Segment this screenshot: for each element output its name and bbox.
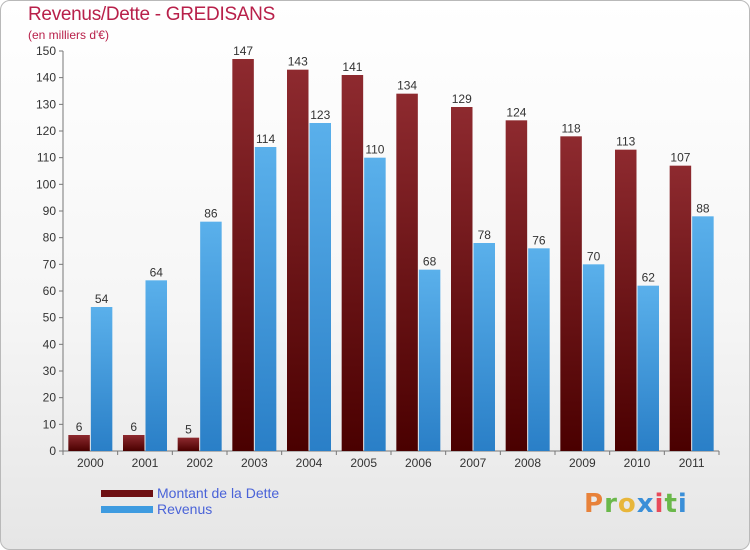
chart-title: Revenus/Dette - GREDISANS xyxy=(28,4,275,25)
y-tick-label: 140 xyxy=(36,71,56,85)
logo-letter: i xyxy=(654,489,665,519)
x-tick-label: 2000 xyxy=(77,456,104,470)
data-label-revenus: 88 xyxy=(696,201,710,215)
chart-subtitle: (en milliers d'€) xyxy=(28,28,109,42)
bar-revenus xyxy=(582,264,605,451)
logo-letter: o xyxy=(617,489,637,519)
data-label-revenus: 110 xyxy=(365,143,384,157)
legend-swatch-revenus xyxy=(101,506,153,513)
bar-revenus xyxy=(254,147,277,451)
y-tick-label: 40 xyxy=(43,337,57,351)
bar-dette xyxy=(232,59,254,451)
y-tick-label: 50 xyxy=(43,311,57,325)
data-label-dette: 134 xyxy=(397,79,417,93)
legend-label-revenus: Revenus xyxy=(157,501,213,517)
data-label-dette: 113 xyxy=(616,135,635,149)
data-label-revenus: 70 xyxy=(587,249,601,263)
data-label-revenus: 76 xyxy=(532,233,546,247)
bar-revenus xyxy=(364,157,386,451)
y-tick-label: 150 xyxy=(36,44,56,58)
bar-dette xyxy=(177,437,200,451)
data-label-revenus: 78 xyxy=(478,228,492,242)
bar-dette xyxy=(68,435,90,451)
logo-letter: x xyxy=(636,489,655,519)
logo-letter: r xyxy=(604,489,618,519)
y-tick-label: 110 xyxy=(37,151,56,165)
x-tick-label: 2004 xyxy=(296,456,323,470)
data-label-dette: 6 xyxy=(130,420,137,434)
y-tick-label: 10 xyxy=(43,417,57,431)
bar-revenus xyxy=(200,221,222,451)
bar-revenus xyxy=(418,269,441,451)
bar-dette xyxy=(669,165,692,451)
bar-dette xyxy=(287,69,309,452)
bar-revenus xyxy=(692,216,714,451)
x-tick-label: 2006 xyxy=(405,456,432,470)
y-tick-label: 100 xyxy=(36,177,56,191)
legend-label-dette: Montant de la Dette xyxy=(157,485,280,501)
data-label-dette: 107 xyxy=(670,151,690,165)
y-tick-label: 20 xyxy=(43,391,57,405)
bar-dette xyxy=(615,149,637,451)
bar-dette xyxy=(451,107,473,451)
y-tick-label: 90 xyxy=(43,204,57,218)
bar-dette xyxy=(505,120,528,451)
x-tick-label: 2007 xyxy=(460,456,487,470)
data-label-revenus: 68 xyxy=(423,255,437,269)
x-tick-label: 2008 xyxy=(514,456,541,470)
y-tick-label: 70 xyxy=(43,257,57,271)
x-tick-label: 2001 xyxy=(132,456,159,470)
x-tick-label: 2005 xyxy=(350,456,377,470)
data-label-revenus: 54 xyxy=(95,292,109,306)
bar-dette xyxy=(123,435,145,451)
bar-revenus xyxy=(528,248,550,451)
y-tick-label: 80 xyxy=(43,231,57,245)
data-label-dette: 124 xyxy=(506,105,526,119)
bar-dette xyxy=(560,136,582,452)
bar-dette xyxy=(396,93,418,452)
data-label-dette: 5 xyxy=(185,423,192,437)
data-label-revenus: 86 xyxy=(204,207,218,221)
x-tick-label: 2009 xyxy=(569,456,596,470)
logo-letter: i xyxy=(677,489,688,519)
data-label-dette: 143 xyxy=(288,55,308,69)
x-tick-label: 2010 xyxy=(624,456,651,470)
logo-letter: t xyxy=(664,489,678,519)
y-tick-label: 30 xyxy=(43,364,57,378)
bar-revenus xyxy=(90,307,113,451)
y-tick-label: 130 xyxy=(36,97,56,111)
data-label-revenus: 123 xyxy=(310,108,330,122)
bar-revenus xyxy=(309,123,331,451)
data-label-dette: 6 xyxy=(76,420,83,434)
data-label-revenus: 64 xyxy=(150,265,164,279)
bar-dette xyxy=(341,75,364,451)
y-tick-label: 0 xyxy=(49,444,56,458)
data-label-dette: 147 xyxy=(233,44,253,58)
legend-swatch-dette xyxy=(101,490,153,497)
data-label-revenus: 114 xyxy=(256,132,275,146)
data-label-dette: 129 xyxy=(452,92,472,106)
bar-revenus xyxy=(473,243,495,451)
y-tick-label: 60 xyxy=(43,284,57,298)
logo-letter: P xyxy=(584,489,605,519)
bar-revenus xyxy=(637,285,659,451)
x-tick-label: 2002 xyxy=(186,456,213,470)
data-label-dette: 118 xyxy=(562,121,581,135)
data-label-revenus: 62 xyxy=(642,271,656,285)
y-tick-label: 120 xyxy=(36,124,56,138)
proxiti-logo: Proxiti xyxy=(584,489,688,519)
x-tick-label: 2003 xyxy=(241,456,268,470)
x-tick-label: 2011 xyxy=(679,456,705,470)
bar-revenus xyxy=(145,280,167,451)
data-label-dette: 141 xyxy=(342,60,362,74)
